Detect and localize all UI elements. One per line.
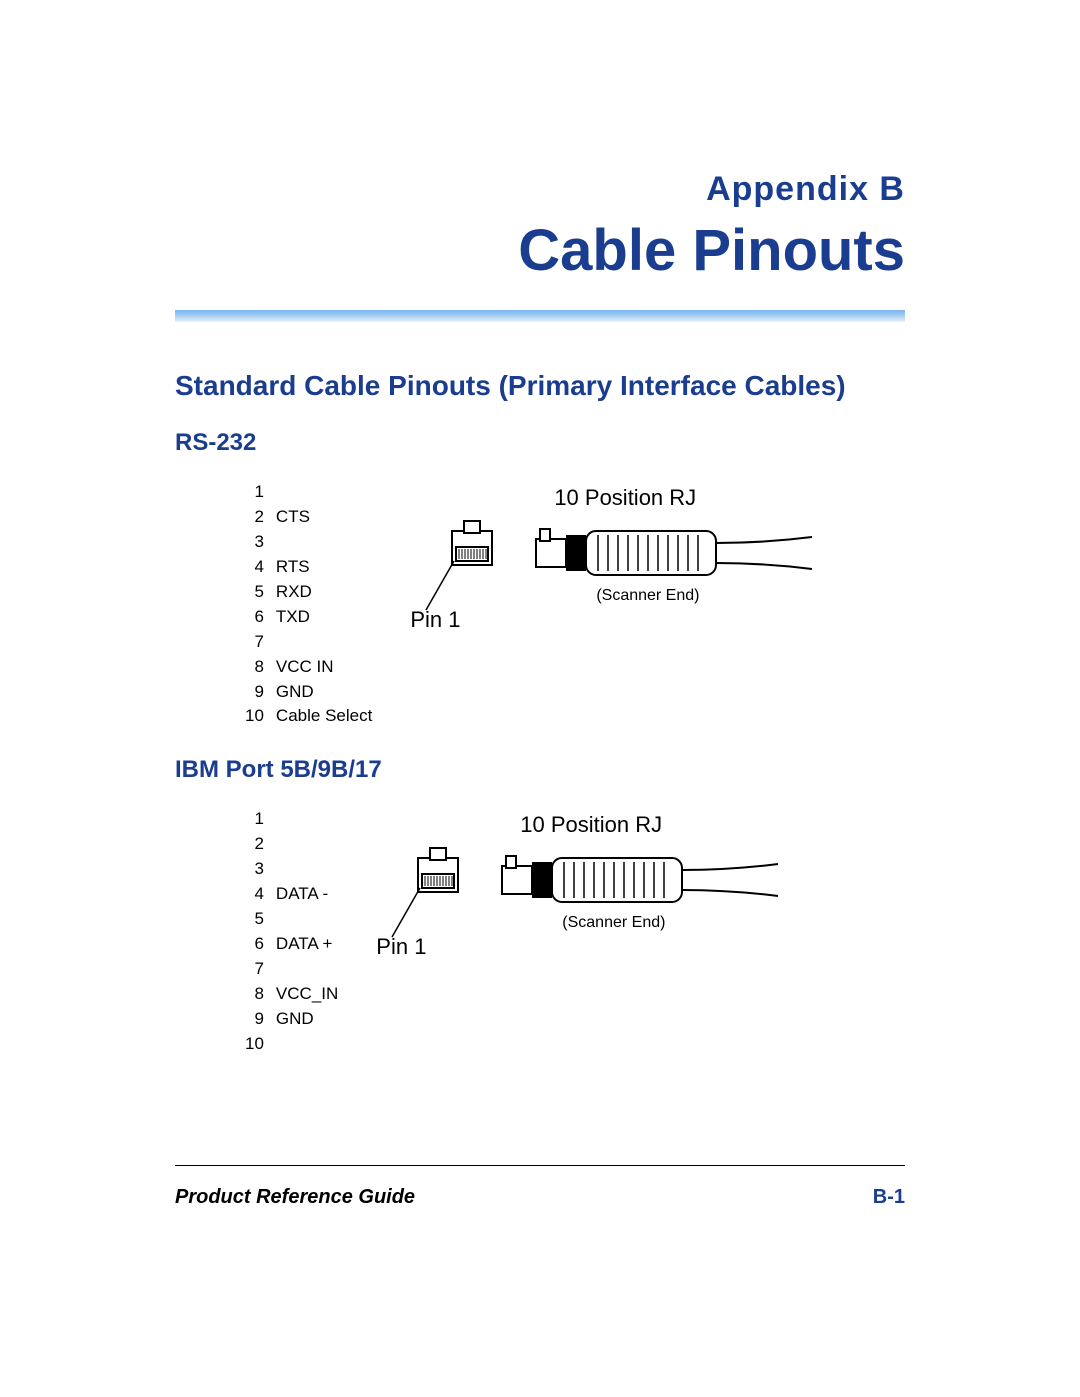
ibm-diagram: 10 Position RJ [380,806,800,986]
pin-number: 3 [245,531,274,554]
pin-number: 2 [245,506,274,529]
pin-label [276,958,338,981]
pin-label: GND [276,681,372,704]
section-heading: Standard Cable Pinouts (Primary Interfac… [175,368,905,403]
pin-row: 9GND [245,1008,338,1031]
pin-label [276,631,372,654]
appendix-label: Appendix B [175,170,905,209]
footer-rule [175,1165,905,1166]
pin-label: VCC IN [276,656,372,679]
rs232-block: 12CTS34RTS5RXD6TXD78VCC IN9GND10Cable Se… [243,479,905,730]
pin-label: RXD [276,581,372,604]
footer-page-number: B-1 [873,1186,905,1209]
pin-row: 7 [245,958,338,981]
pin-label: GND [276,1008,338,1031]
pin-number: 6 [245,606,274,629]
cable-connector-icon [500,850,780,910]
page-body: Appendix B Cable Pinouts Standard Cable … [175,170,905,1058]
pin-row: 2 [245,833,338,856]
pin-number: 8 [245,983,274,1006]
ibm-pin-table: 1234DATA -56DATA +78VCC_IN9GND10 [243,806,340,1057]
pin-row: 2CTS [245,506,372,529]
pin-label [276,481,372,504]
pin-number: 4 [245,556,274,579]
pin-row: 4DATA - [245,883,338,906]
pin-number: 1 [245,808,274,831]
scanner-end-label: (Scanner End) [562,914,665,932]
pin-number: 6 [245,933,274,956]
pin-number: 8 [245,656,274,679]
pin-number: 7 [245,631,274,654]
pin-row: 4RTS [245,556,372,579]
pin-row: 6DATA + [245,933,338,956]
pin-row: 9GND [245,681,372,704]
pin-row: 3 [245,531,372,554]
pin-label [276,1033,338,1056]
pin-label [276,858,338,881]
pin-number: 9 [245,681,274,704]
pin1-label: Pin 1 [376,934,426,960]
pin-row: 3 [245,858,338,881]
pin1-label: Pin 1 [410,607,460,633]
pin-label [276,908,338,931]
pin-number: 5 [245,581,274,604]
page-footer: Product Reference Guide B-1 [175,1186,905,1209]
pin-number: 10 [245,1033,274,1056]
pin-label [276,833,338,856]
ibm-pin-rows: 1234DATA -56DATA +78VCC_IN9GND10 [245,808,338,1055]
pin-label [276,531,372,554]
footer-guide-name: Product Reference Guide [175,1186,415,1209]
pin-label: DATA - [276,883,338,906]
pin-number: 7 [245,958,274,981]
pin-row: 8VCC_IN [245,983,338,1006]
scanner-end-label: (Scanner End) [596,587,699,605]
pin-row: 1 [245,481,372,504]
pin-number: 9 [245,1008,274,1031]
ibm-heading: IBM Port 5B/9B/17 [175,756,905,784]
position-rj-label: 10 Position RJ [520,812,662,838]
pin-row: 7 [245,631,372,654]
pin-label: VCC_IN [276,983,338,1006]
ibm-block: 1234DATA -56DATA +78VCC_IN9GND10 10 Posi… [243,806,905,1057]
pin-label: DATA + [276,933,338,956]
pin-row: 6TXD [245,606,372,629]
position-rj-label: 10 Position RJ [554,485,696,511]
rs232-diagram: 10 Position RJ [414,479,834,659]
pin-label: RTS [276,556,372,579]
pin-number: 10 [245,705,274,728]
rs232-heading: RS-232 [175,429,905,457]
cable-connector-icon [534,523,814,583]
pin-number: 2 [245,833,274,856]
pin-label: CTS [276,506,372,529]
pin-label: TXD [276,606,372,629]
rs232-pin-rows: 12CTS34RTS5RXD6TXD78VCC IN9GND10Cable Se… [245,481,372,728]
pin-row: 5RXD [245,581,372,604]
pin-row: 8VCC IN [245,656,372,679]
pin-row: 10Cable Select [245,705,372,728]
pin-row: 1 [245,808,338,831]
pin-number: 4 [245,883,274,906]
pin-row: 10 [245,1033,338,1056]
pin-number: 1 [245,481,274,504]
title-underline [175,310,905,322]
page-title: Cable Pinouts [175,217,905,284]
pin-number: 5 [245,908,274,931]
pin-label [276,808,338,831]
pin-row: 5 [245,908,338,931]
rs232-pin-table: 12CTS34RTS5RXD6TXD78VCC IN9GND10Cable Se… [243,479,374,730]
pin-label: Cable Select [276,705,372,728]
pin-number: 3 [245,858,274,881]
